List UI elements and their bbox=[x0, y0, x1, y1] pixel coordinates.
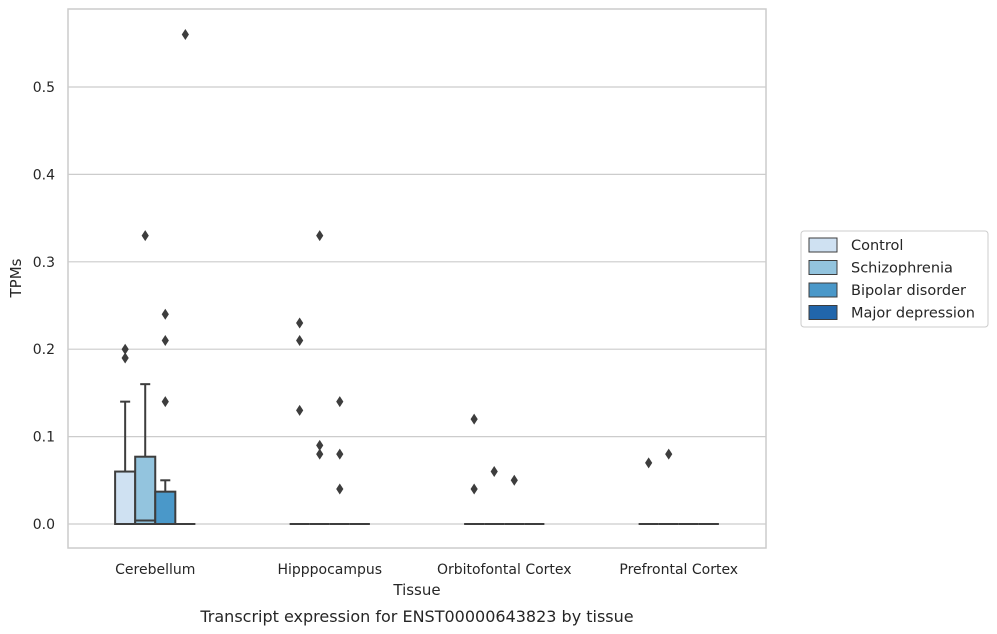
outlier-point bbox=[316, 230, 324, 242]
outlier-point bbox=[296, 317, 304, 329]
box-0-1 bbox=[134, 230, 157, 525]
x-tick-label: Cerebellum bbox=[115, 562, 195, 578]
legend-swatch bbox=[808, 282, 838, 298]
box-plot-marks bbox=[114, 29, 719, 525]
legend-label: Bipolar disorder bbox=[851, 283, 966, 299]
outlier-point bbox=[316, 448, 324, 460]
box-2-1 bbox=[484, 466, 505, 525]
outlier-point bbox=[490, 466, 498, 478]
outlier-point bbox=[181, 29, 189, 41]
x-axis-title: Tissue bbox=[392, 581, 440, 599]
y-tick-label: 0.1 bbox=[33, 430, 55, 446]
plot-frame bbox=[67, 8, 767, 549]
legend-label: Major depression bbox=[851, 306, 975, 322]
box-0-2 bbox=[154, 308, 177, 525]
x-tick-label: Orbitofontal Cortex bbox=[437, 562, 572, 578]
y-tick-label: 0.5 bbox=[33, 80, 55, 96]
box-body bbox=[154, 490, 177, 525]
box-3-0 bbox=[638, 457, 659, 525]
outlier-point bbox=[161, 396, 169, 408]
outlier-point bbox=[645, 457, 653, 469]
box-2-2 bbox=[504, 474, 525, 525]
y-tick-label: 0.2 bbox=[33, 342, 55, 358]
legend: Control Schizophrenia Bipolar disorder Majo… bbox=[800, 230, 989, 328]
box-1-2 bbox=[329, 396, 350, 525]
outlier-point bbox=[121, 352, 129, 364]
legend-swatch bbox=[808, 237, 838, 253]
box-2-0 bbox=[464, 413, 485, 525]
chart-caption: Transcript expression for ENST0000064382… bbox=[199, 607, 633, 626]
outlier-point bbox=[470, 413, 478, 425]
box-0-0 bbox=[114, 343, 137, 525]
box-1-0 bbox=[289, 317, 310, 525]
x-axis-ticks: Cerebellum Hipppocampus Orbitofontal Corte… bbox=[115, 562, 738, 578]
outlier-point bbox=[316, 439, 324, 451]
x-tick-label: Prefrontal Cortex bbox=[619, 562, 738, 578]
outlier-point bbox=[161, 308, 169, 320]
gridlines bbox=[68, 86, 766, 525]
outlier-point bbox=[296, 334, 304, 346]
box-body bbox=[114, 470, 137, 525]
outlier-point bbox=[141, 230, 149, 242]
outlier-point bbox=[336, 483, 344, 495]
x-tick-label: Hipppocampus bbox=[277, 562, 382, 578]
outlier-point bbox=[336, 448, 344, 460]
y-tick-label: 0.3 bbox=[33, 255, 55, 271]
legend-label: Schizophrenia bbox=[851, 261, 953, 277]
outlier-point bbox=[336, 396, 344, 408]
legend-swatch bbox=[808, 305, 838, 320]
outlier-point bbox=[121, 343, 129, 355]
legend-frame bbox=[800, 230, 989, 328]
box-1-1 bbox=[309, 230, 330, 525]
y-tick-label: 0.0 bbox=[33, 517, 55, 533]
box-0-3 bbox=[175, 29, 196, 525]
box-3-1 bbox=[658, 448, 679, 525]
outlier-point bbox=[510, 474, 518, 486]
outlier-point bbox=[470, 483, 478, 495]
y-axis-title: TPMs bbox=[7, 258, 25, 298]
outlier-point bbox=[665, 448, 673, 460]
box-body bbox=[134, 455, 157, 525]
legend-swatch bbox=[808, 260, 838, 275]
y-tick-label: 0.4 bbox=[33, 167, 55, 183]
y-axis-ticks: 0.0 0.1 0.2 0.3 0.4 0.5 bbox=[33, 80, 55, 533]
outlier-point bbox=[161, 334, 169, 346]
legend-label: Control bbox=[851, 238, 903, 254]
outlier-point bbox=[296, 404, 304, 416]
